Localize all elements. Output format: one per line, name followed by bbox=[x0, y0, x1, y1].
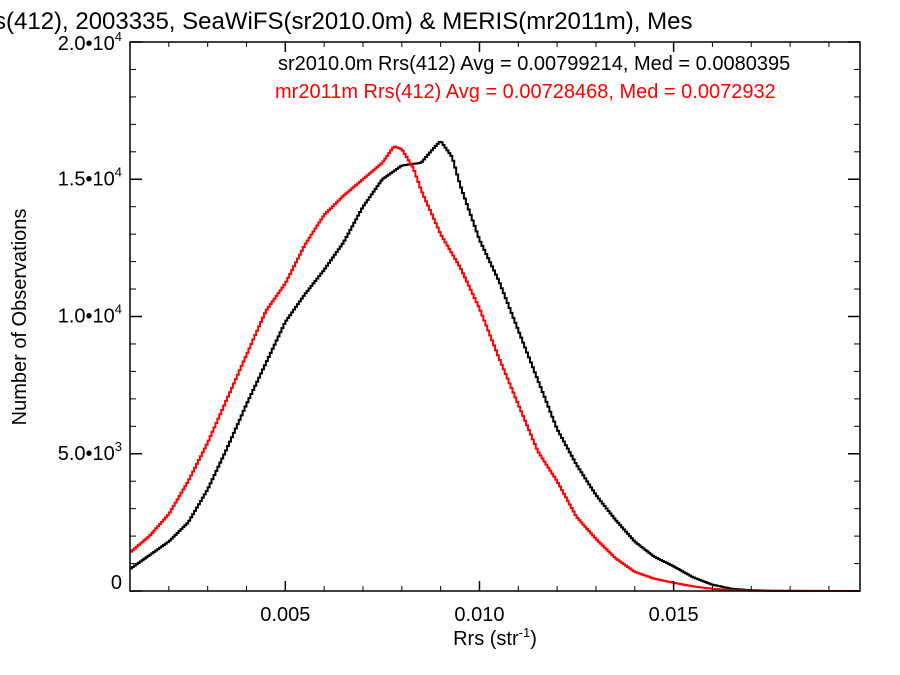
chart-title: s(412), 2003335, SeaWiFS(sr2010.0m) & ME… bbox=[0, 8, 692, 35]
x-tick-label: 0.015 bbox=[649, 604, 699, 626]
x-axis-title-main: Rrs (str bbox=[453, 628, 519, 650]
y-tick-label: 1.5•104 bbox=[58, 164, 122, 190]
y-tick-label: 5.0•103 bbox=[58, 439, 122, 465]
y-tick-label: 0 bbox=[111, 572, 122, 594]
x-tick-label: 0.005 bbox=[260, 604, 310, 626]
y-tick-label: 2.0•104 bbox=[58, 29, 122, 55]
x-axis-title-sup: -1 bbox=[519, 625, 531, 640]
x-tick-label: 0.010 bbox=[454, 604, 504, 626]
x-axis-title-tail: ) bbox=[530, 628, 537, 650]
series-layer bbox=[130, 140, 860, 592]
x-axis-ticks: 0.005 0.010 0.015 bbox=[168, 42, 830, 626]
series-line-sr2010.0m bbox=[130, 140, 860, 592]
x-axis-title: Rrs (str-1) bbox=[453, 625, 537, 650]
series-line-mr2011m bbox=[130, 145, 860, 592]
plot-frame bbox=[129, 41, 861, 592]
y-tick-label: 1.0•104 bbox=[58, 302, 122, 328]
legend-entry-sr2010: sr2010.0m Rrs(412) Avg = 0.00799214, Med… bbox=[278, 53, 790, 75]
y-axis-title: Number of Observations bbox=[9, 209, 31, 426]
legend-entry-mr2011: mr2011m Rrs(412) Avg = 0.00728468, Med =… bbox=[275, 81, 776, 103]
y-axis-ticks: 0 5.0•103 1.0•104 1.5•104 2.0•104 bbox=[58, 29, 860, 594]
